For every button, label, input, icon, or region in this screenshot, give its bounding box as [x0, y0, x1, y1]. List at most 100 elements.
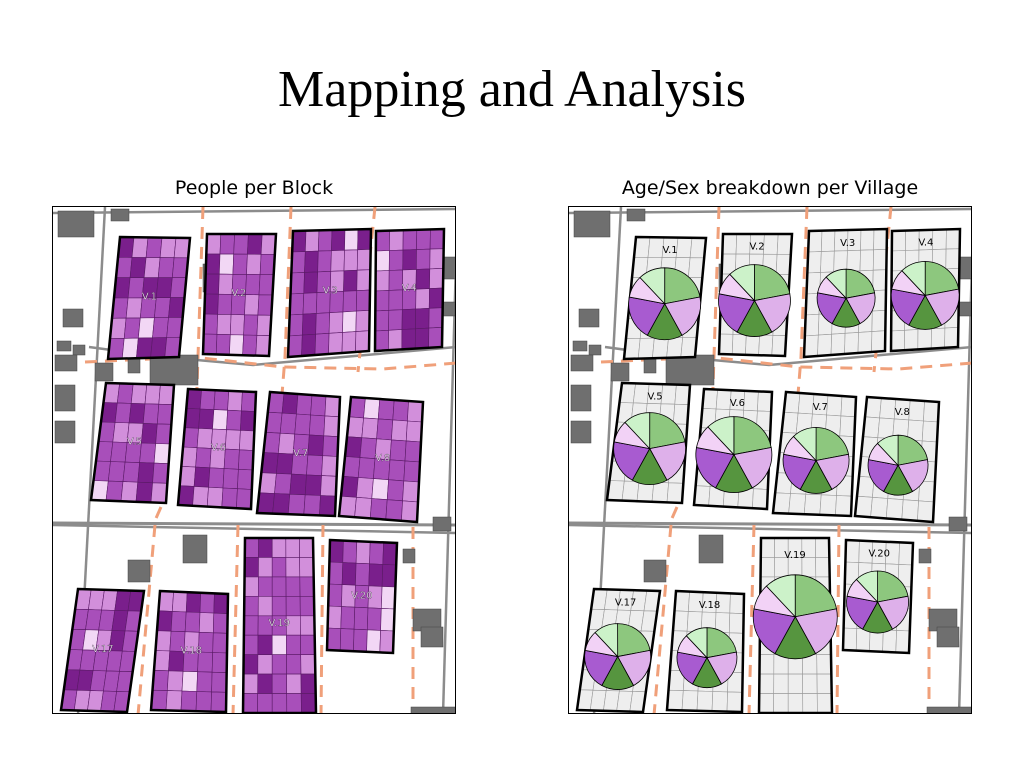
village-outline — [337, 395, 425, 524]
parcel-cell — [342, 290, 358, 313]
village-boundary — [667, 506, 679, 526]
village-outline — [149, 589, 230, 713]
parcel-cell — [244, 537, 259, 558]
parcel-cell — [244, 557, 259, 578]
parcel-cell — [905, 229, 920, 251]
village-outline — [325, 538, 399, 655]
left-panel-caption: People per Block — [174, 177, 334, 199]
parcel-cell — [286, 654, 302, 675]
parcel-cell — [718, 333, 734, 355]
parcel-cell — [921, 420, 939, 443]
parcel-cell — [300, 634, 316, 656]
parcel-cell — [215, 333, 231, 356]
parcel-cell — [807, 230, 823, 253]
village-label: V.3 — [840, 238, 855, 249]
pie-slice — [876, 595, 909, 630]
building — [94, 362, 114, 382]
parcel-cell — [150, 482, 168, 504]
parcel-cell — [242, 334, 258, 356]
parcel-cell — [731, 333, 747, 356]
parcel-cell — [341, 562, 357, 586]
parcel-cell — [301, 313, 317, 336]
parcel-cell — [343, 249, 358, 272]
building — [572, 340, 588, 352]
building — [926, 706, 971, 713]
parcel-cell — [243, 615, 259, 636]
parcel-cell — [379, 630, 395, 654]
parcel-cell — [380, 608, 395, 632]
parcel-cell — [320, 475, 338, 497]
parcel-cell — [327, 583, 343, 607]
parcel-cell — [299, 537, 314, 558]
parcel-cell — [380, 586, 396, 610]
building — [936, 626, 960, 648]
parcel-cell — [660, 383, 677, 405]
parcel-cell — [389, 439, 407, 462]
parcel-cell — [323, 415, 340, 438]
parcel-cell — [341, 331, 357, 354]
parcel-cell — [238, 449, 254, 471]
parcel-cell — [152, 317, 169, 339]
parcel-cell — [681, 690, 699, 712]
pie-slice — [815, 427, 849, 461]
pie-slice — [664, 296, 701, 336]
parcel-cell — [675, 237, 693, 259]
parcel-cell — [145, 237, 163, 258]
parcel-cell — [890, 329, 905, 352]
parcel-cell — [300, 693, 317, 713]
parcel-cell — [735, 233, 751, 255]
age-sex-pie — [695, 416, 773, 493]
parcel-cell — [180, 690, 198, 712]
building — [127, 358, 141, 374]
parcel-cell — [271, 576, 287, 597]
road-line — [569, 523, 971, 535]
parcel-cell — [198, 612, 215, 634]
parcel-cell — [218, 253, 235, 275]
building — [578, 308, 600, 328]
parcel-cell — [240, 410, 256, 432]
parcel-cell — [242, 673, 259, 694]
parcel-cell — [788, 493, 807, 515]
parcel-cell — [844, 332, 859, 355]
parcel-cell — [368, 563, 384, 587]
parcel-cell — [195, 447, 212, 469]
village-outline — [841, 538, 915, 655]
parcel-cell — [802, 673, 818, 694]
building — [643, 358, 657, 374]
building — [410, 706, 455, 713]
parcel-cell — [355, 309, 371, 332]
parcel-cell — [787, 693, 804, 713]
parcel-cell — [773, 673, 789, 694]
parcel-cell — [721, 233, 738, 255]
village-outline — [757, 536, 834, 713]
pie-slice — [877, 570, 909, 603]
pie-slice — [794, 574, 837, 618]
parcel-cell — [826, 394, 843, 417]
pie-slice — [825, 268, 847, 300]
parcel-cell — [299, 615, 316, 636]
parcel-cell — [286, 673, 302, 694]
village-outline — [853, 395, 941, 524]
parcel-cell — [845, 539, 860, 563]
parcel-cell — [328, 311, 344, 334]
building — [442, 301, 455, 317]
pie-slice — [754, 264, 791, 302]
pie-slice — [890, 288, 926, 326]
parcel-cell — [891, 250, 906, 272]
parcel-cell — [816, 654, 832, 675]
village-label: V.1 — [663, 245, 678, 256]
parcel-cell — [120, 481, 139, 503]
parcel-cell — [257, 576, 273, 597]
parcel-cell — [288, 313, 304, 337]
parcel-cell — [239, 429, 255, 451]
parcel-cell — [859, 249, 874, 272]
village-label: V.20 — [868, 548, 889, 559]
parcel-cell — [195, 691, 212, 712]
parcel-cell — [415, 248, 431, 270]
parcel-cell — [287, 334, 303, 358]
parcel-cell — [159, 237, 177, 259]
parcel-cell — [917, 328, 932, 350]
parcel-cell — [374, 290, 390, 312]
village-label: V.5 — [648, 391, 663, 402]
parcel-cell — [666, 337, 684, 359]
